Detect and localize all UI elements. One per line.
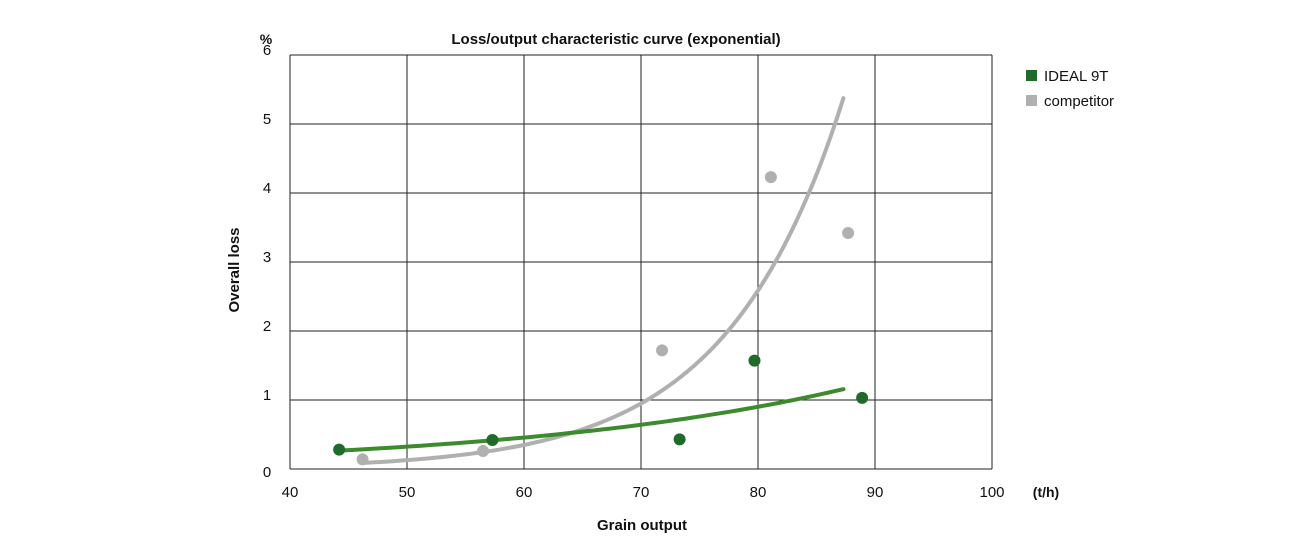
data-point-ideal-9t: [673, 433, 686, 446]
data-point-ideal-9t: [486, 434, 499, 447]
trend-line-competitor: [360, 96, 846, 465]
y-tick-label: 0: [263, 464, 271, 481]
data-point-ideal-9t: [333, 443, 346, 456]
legend-item: competitor: [1026, 93, 1114, 110]
data-point-competitor: [477, 445, 490, 458]
chart-title: Loss/output characteristic curve (expone…: [451, 31, 780, 48]
y-tick-label: 1: [263, 387, 271, 404]
y-tick-label: 2: [263, 318, 271, 335]
tick-labels: 40 50 60 70 80 90 100 0 1 2 3 4 5 6: [263, 42, 1005, 501]
data-point-competitor: [842, 227, 855, 240]
y-axis-title: Overall loss: [226, 227, 243, 312]
grid: [289, 54, 993, 470]
x-axis-title: Grain output: [597, 517, 687, 534]
y-tick-label: 5: [263, 111, 271, 128]
y-unit-label: %: [260, 31, 273, 47]
legend-swatch: [1026, 70, 1037, 81]
y-tick-label: 3: [263, 249, 271, 266]
x-tick-label: 90: [867, 484, 884, 501]
data-point-ideal-9t: [748, 354, 761, 367]
x-tick-label: 80: [750, 484, 767, 501]
x-tick-label: 70: [633, 484, 650, 501]
legend-label: IDEAL 9T: [1044, 68, 1108, 85]
data-point-competitor: [656, 344, 669, 357]
data-point-competitor: [356, 453, 369, 466]
data-point-competitor: [764, 171, 777, 184]
data-point-ideal-9t: [856, 391, 869, 404]
trend-line-ideal-9t: [337, 387, 846, 453]
x-tick-label: 100: [979, 484, 1004, 501]
x-unit-label: (t/h): [1033, 484, 1059, 500]
trend-lines: [337, 96, 846, 465]
y-tick-label: 6: [263, 42, 271, 59]
data-points: [333, 171, 869, 466]
legend-label: competitor: [1044, 93, 1114, 110]
legend: IDEAL 9T competitor: [1026, 68, 1114, 110]
y-tick-label: 4: [263, 180, 271, 197]
legend-swatch: [1026, 95, 1037, 106]
x-tick-label: 50: [399, 484, 416, 501]
x-tick-label: 60: [516, 484, 533, 501]
legend-item: IDEAL 9T: [1026, 68, 1108, 85]
x-tick-label: 40: [282, 484, 299, 501]
